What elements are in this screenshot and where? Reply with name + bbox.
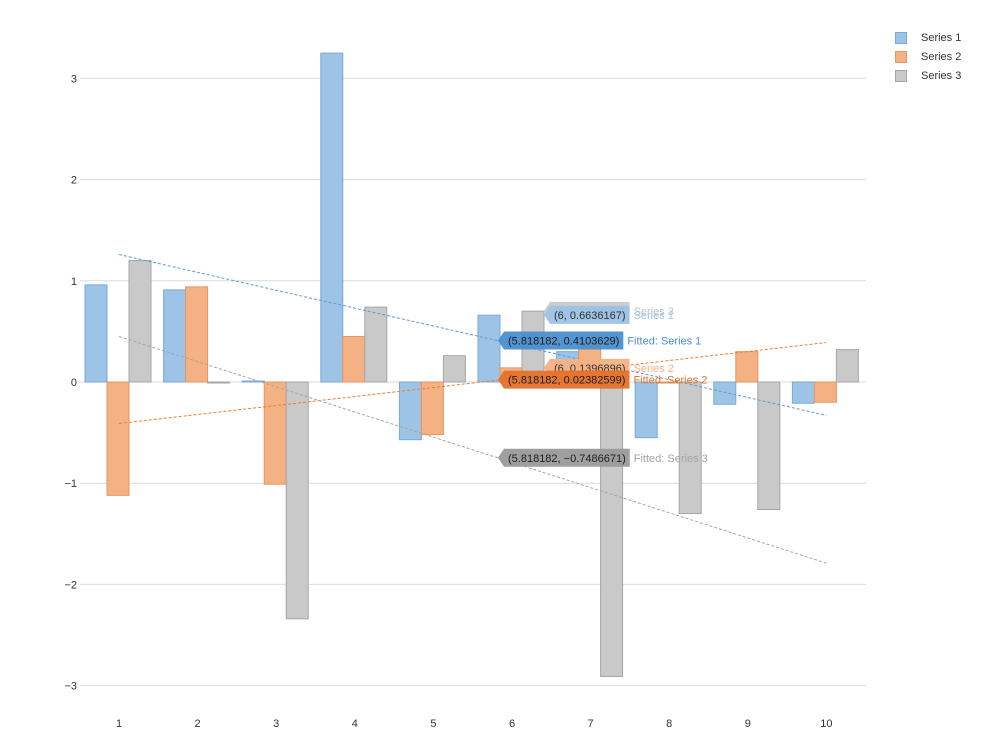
trendline — [118, 335, 827, 564]
legend-swatch-series-3 — [895, 69, 907, 82]
legend-label: Series 3 — [921, 69, 962, 82]
y-tick-label: 0 — [71, 377, 77, 389]
bar — [128, 260, 152, 383]
legend-item-series-1[interactable]: Series 1 — [895, 28, 961, 47]
bar — [600, 381, 624, 677]
bar — [207, 381, 231, 384]
tooltip-box — [498, 331, 624, 350]
trendlines — [118, 254, 827, 564]
bar — [634, 381, 658, 439]
x-tick-label: 4 — [352, 718, 358, 730]
tooltip-value: (5.818182, 0.02382599) — [508, 375, 625, 387]
bar — [342, 335, 366, 383]
bar — [163, 289, 187, 383]
bar — [735, 351, 759, 383]
bar — [106, 381, 130, 496]
tooltip-value: (5.818182, −0.7486671) — [508, 453, 626, 465]
tooltip-value: (6, 0.6636167) — [554, 310, 626, 322]
trendline — [118, 342, 827, 424]
bar — [835, 349, 859, 383]
tooltip-series-label: Series 1 — [634, 310, 674, 322]
y-axis-ticks: −3 −2 −1 0 1 2 3 — [64, 73, 77, 692]
y-tick-label: −1 — [64, 478, 77, 490]
x-axis-ticks: 1 2 3 4 5 6 7 8 9 10 — [116, 718, 833, 730]
bar — [791, 381, 815, 404]
bar — [713, 381, 737, 405]
x-tick-label: 8 — [666, 718, 672, 730]
legend-item-series-2[interactable]: Series 2 — [895, 47, 961, 66]
x-tick-label: 9 — [745, 718, 751, 730]
x-tick-label: 3 — [273, 718, 279, 730]
legend-swatch-series-1 — [895, 31, 907, 44]
tooltip: (5.818182, 0.02382599) Fitted: Series 2 — [498, 370, 707, 389]
bar — [320, 52, 344, 383]
y-tick-label: 3 — [71, 73, 77, 85]
bar — [364, 306, 388, 383]
tooltip-series-label: Fitted: Series 1 — [627, 335, 701, 347]
tooltip-series-label: Series 2 — [634, 363, 674, 375]
bar — [477, 314, 501, 383]
tooltip-series-label: Series 3 — [634, 306, 674, 318]
tooltip: (6, 0.6636167) Series 1 — [544, 305, 674, 324]
tooltip: (5.818182, 0.4103629) Fitted: Series 1 — [498, 331, 701, 350]
bar — [84, 284, 108, 383]
y-tick-label: −2 — [64, 579, 77, 591]
tooltip: (5.818182, −0.7486671) Fitted: Series 3 — [498, 448, 708, 467]
y-tick-label: 1 — [71, 276, 77, 288]
tooltip-series-label: Fitted: Series 2 — [633, 375, 707, 387]
bar — [263, 381, 287, 485]
x-tick-label: 7 — [588, 718, 594, 730]
x-tick-label: 6 — [509, 718, 515, 730]
tooltip-value: (5.818182, 0.4103629) — [508, 335, 619, 347]
y-tick-label: −3 — [64, 681, 77, 693]
tooltip-series-label: Fitted: Series 3 — [634, 453, 708, 465]
bar — [420, 381, 444, 436]
tooltip-box — [498, 448, 630, 467]
legend: Series 1 Series 2 Series 3 — [895, 28, 961, 85]
x-tick-label: 5 — [430, 718, 436, 730]
bar — [757, 381, 781, 511]
legend-label: Series 1 — [921, 31, 962, 44]
bars — [84, 52, 859, 677]
legend-swatch-series-2 — [895, 50, 907, 63]
bar — [185, 286, 209, 383]
x-tick-label: 2 — [195, 718, 201, 730]
tooltip-box — [498, 370, 630, 389]
bar — [442, 355, 466, 383]
tooltips: (6, 0.7030953)Series 3(6, 0.6636167)Seri… — [498, 301, 708, 467]
x-tick-label: 1 — [116, 718, 122, 730]
y-tick-label: 2 — [71, 175, 77, 187]
legend-label: Series 2 — [921, 50, 962, 63]
bar — [678, 381, 702, 515]
trendline — [118, 254, 827, 416]
legend-item-series-3[interactable]: Series 3 — [895, 66, 961, 85]
bar — [813, 381, 837, 403]
tooltip-box — [544, 305, 630, 324]
x-tick-label: 10 — [820, 718, 832, 730]
bar — [285, 381, 309, 620]
bar — [241, 380, 265, 383]
